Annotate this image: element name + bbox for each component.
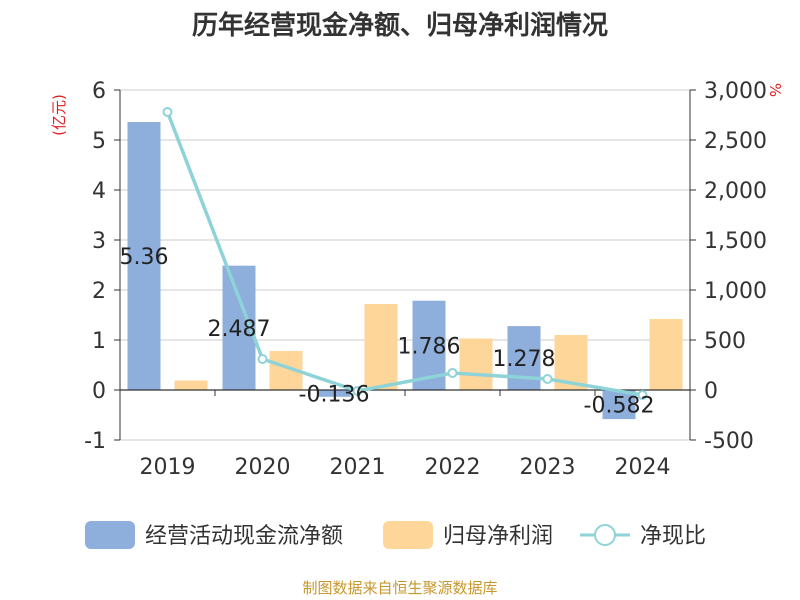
bars bbox=[127, 122, 683, 420]
left-tick-label: -1 bbox=[84, 429, 106, 454]
right-tick-label: -500 bbox=[704, 429, 754, 454]
x-tick-label: 2024 bbox=[615, 455, 671, 480]
x-tick-label: 2021 bbox=[330, 455, 386, 480]
cashflow-bar bbox=[317, 390, 351, 397]
axes: -1 0 1 2 3 4 5 6 -500 0 500 1,000 1,500 2,000 2,500 3,0… bbox=[84, 79, 767, 480]
left-tick-label: 3 bbox=[92, 229, 106, 254]
cashflow-data-label: -0.582 bbox=[584, 394, 655, 419]
right-tick-label: 2,000 bbox=[704, 179, 767, 204]
legend-label-net-profit: 归母净利润 bbox=[443, 524, 553, 549]
ratio-point bbox=[257, 354, 268, 364]
legend-label-cashflow: 经营活动现金流净额 bbox=[145, 524, 343, 549]
cashflow-data-label: 2.487 bbox=[208, 317, 271, 342]
ratio-point bbox=[162, 107, 173, 117]
x-tick-label: 2022 bbox=[425, 455, 481, 480]
left-tick-label: 2 bbox=[92, 279, 106, 304]
ratio-point bbox=[637, 390, 648, 400]
right-tick-label: 0 bbox=[704, 379, 718, 404]
right-tick-label: 1,500 bbox=[704, 229, 767, 254]
left-tick-label: 6 bbox=[92, 79, 106, 104]
ratio-point bbox=[542, 374, 553, 384]
legend-swatch-cashflow bbox=[85, 521, 135, 549]
legend-label-ratio: 净现比 bbox=[640, 524, 706, 549]
left-axis-unit: (亿元) bbox=[50, 94, 68, 136]
net-profit-bar bbox=[364, 304, 398, 390]
net-profit-bar bbox=[459, 338, 493, 390]
net-profit-bar bbox=[649, 319, 683, 390]
x-tick-label: 2020 bbox=[235, 455, 291, 480]
cashflow-data-label: 1.278 bbox=[493, 347, 556, 372]
net-profit-bar bbox=[174, 380, 208, 390]
legend-swatch-net-profit bbox=[383, 521, 433, 549]
legend: 经营活动现金流净额 归母净利润 净现比 bbox=[85, 521, 706, 549]
ratio-line-path bbox=[165, 111, 643, 397]
legend-swatch-ratio-marker bbox=[594, 524, 616, 546]
right-tick-label: 3,000 bbox=[704, 79, 767, 104]
data-labels: 5.36 2.487 -0.136 1.786 1.278 -0.582 bbox=[120, 245, 655, 419]
right-tick-label: 1,000 bbox=[704, 279, 767, 304]
left-tick-label: 4 bbox=[92, 179, 106, 204]
cashflow-data-label: 1.786 bbox=[398, 334, 461, 359]
cashflow-data-label: 5.36 bbox=[120, 245, 169, 270]
left-tick-label: 5 bbox=[92, 129, 106, 154]
right-axis-unit: % bbox=[766, 83, 784, 97]
left-tick-label: 0 bbox=[92, 379, 106, 404]
right-tick-label: 2,500 bbox=[704, 129, 767, 154]
source-note: 制图数据来自恒生聚源数据库 bbox=[302, 579, 497, 597]
right-tick-label: 500 bbox=[704, 329, 746, 354]
chart-title: 历年经营现金净额、归母净利润情况 bbox=[192, 10, 608, 41]
x-tick-label: 2019 bbox=[140, 455, 196, 480]
x-tick-label: 2023 bbox=[520, 455, 576, 480]
ratio-line bbox=[162, 107, 648, 400]
ratio-point bbox=[352, 386, 363, 396]
cashflow-bar bbox=[127, 122, 161, 390]
cashflow-data-label: -0.136 bbox=[299, 382, 370, 407]
cashflow-bar bbox=[602, 390, 636, 420]
left-tick-label: 1 bbox=[92, 329, 106, 354]
ratio-point bbox=[447, 368, 458, 378]
